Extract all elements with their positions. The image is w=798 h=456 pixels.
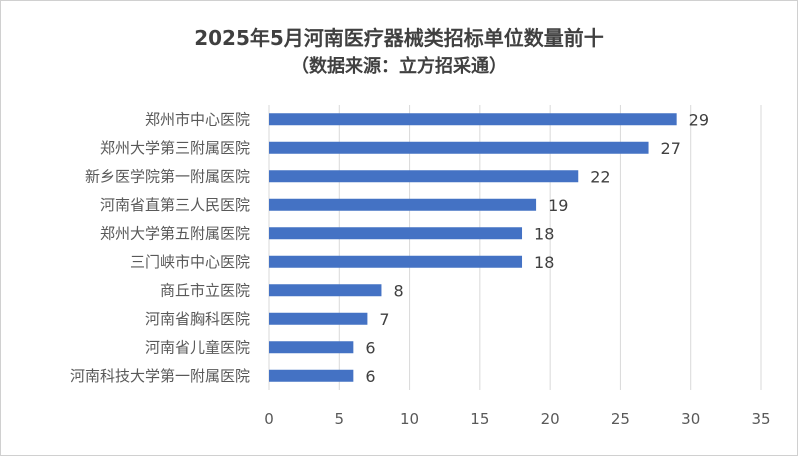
bar-2 [269,170,579,183]
data-label-1: 27 [661,139,681,158]
data-label-8: 6 [365,338,375,357]
data-label-4: 18 [534,224,554,243]
category-label-2: 新乡医学院第一附属医院 [85,167,250,185]
category-label-5: 三门峡市中心医院 [130,253,250,271]
x-tick-label-6: 30 [681,410,700,428]
category-label-1: 郑州大学第三附属医院 [100,139,250,157]
bar-5 [269,255,523,268]
x-tick-label-1: 5 [335,410,345,428]
category-label-4: 郑州大学第五附属医院 [100,224,250,242]
category-label-6: 商丘市立医院 [160,281,250,299]
x-tick-label-5: 25 [611,410,630,428]
bar-7 [269,312,368,325]
bar-9 [269,369,354,382]
data-label-5: 18 [534,253,554,272]
category-label-7: 河南省胸科医院 [145,310,250,328]
data-label-0: 29 [689,110,709,129]
x-tick-label-0: 0 [264,410,274,428]
x-tick-label-2: 10 [400,410,419,428]
x-tick-label-4: 20 [541,410,560,428]
category-label-0: 郑州市中心医院 [145,110,250,128]
data-label-2: 22 [590,167,610,186]
x-tick-label-7: 35 [751,410,770,428]
chart-title: 2025年5月河南医疗器械类招标单位数量前十 [194,26,604,50]
data-label-9: 6 [365,367,375,386]
data-label-7: 7 [379,310,389,329]
bar-6 [269,284,382,297]
category-label-8: 河南省儿童医院 [145,338,250,356]
bar-1 [269,141,649,154]
category-label-3: 河南省直第三人民医院 [100,196,250,214]
bar-0 [269,113,677,126]
bar-3 [269,198,537,211]
data-label-3: 19 [548,196,568,215]
x-tick-label-3: 15 [470,410,489,428]
category-label-9: 河南科技大学第一附属医院 [70,367,250,385]
bar-4 [269,227,523,240]
data-label-6: 8 [393,281,403,300]
chart-subtitle: （数据来源：立方招采通） [291,56,507,77]
bar-8 [269,341,354,354]
